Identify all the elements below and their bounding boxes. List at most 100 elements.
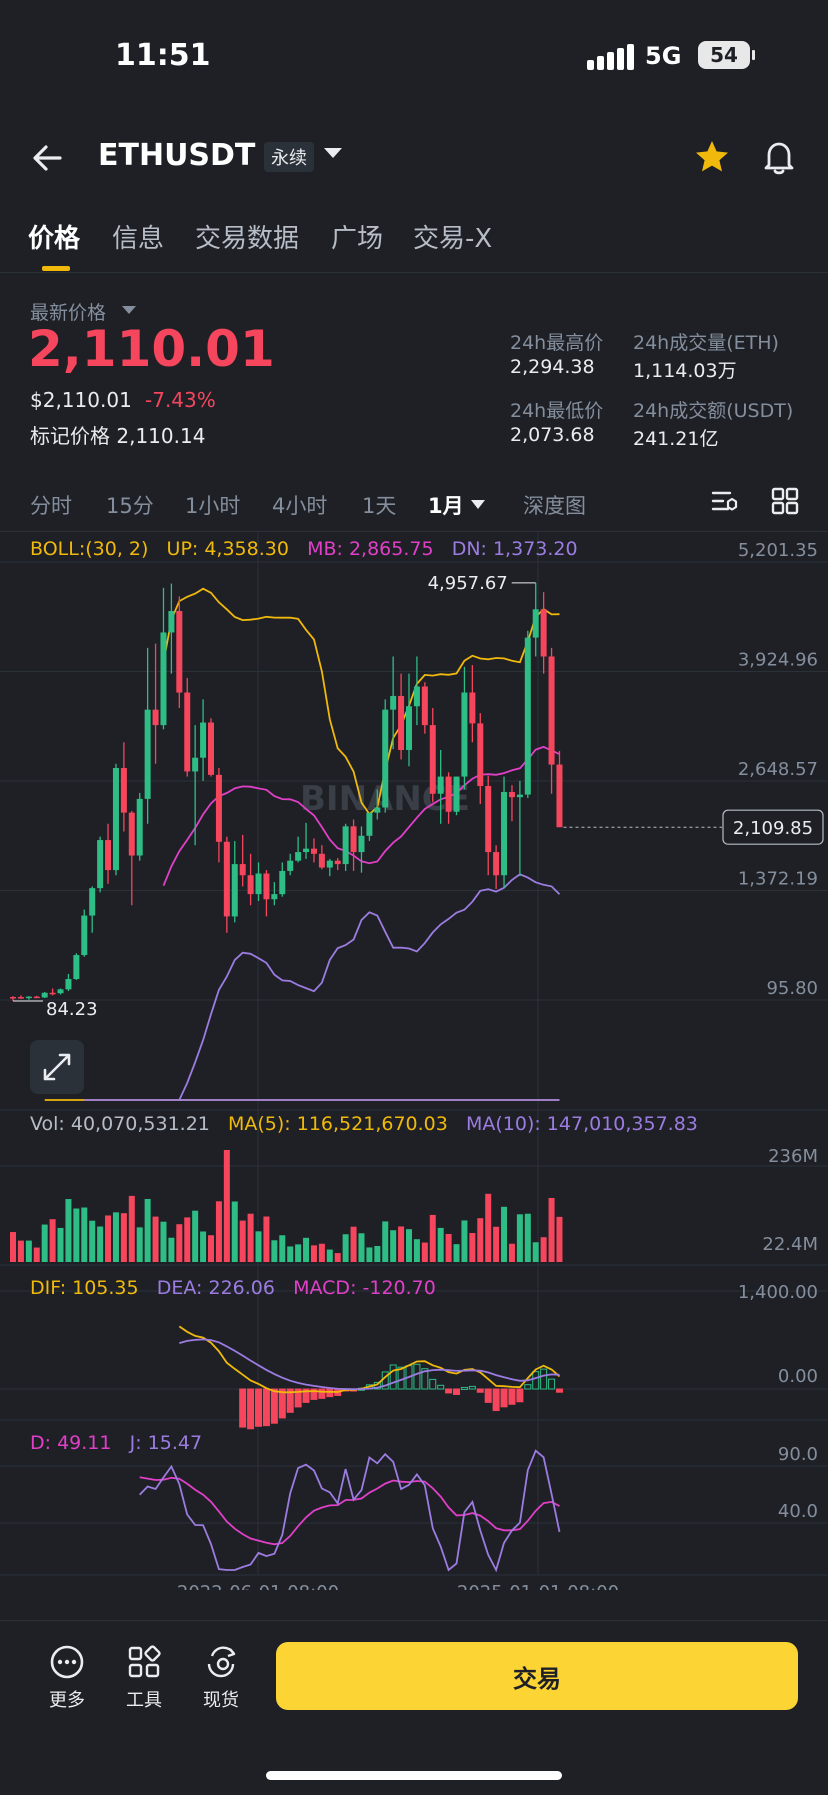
price-axis-tick: 95.80	[766, 978, 818, 999]
macd-histogram-bar	[524, 1384, 532, 1390]
volume-eth-value: 1,114.03万	[633, 360, 737, 382]
fullscreen-button[interactable]	[30, 1040, 84, 1094]
candle-body	[239, 864, 246, 876]
candle-body	[57, 989, 64, 994]
candle-body	[17, 997, 24, 999]
candle-body	[390, 695, 397, 710]
boll-params: BOLL:(30, 2)	[30, 538, 149, 560]
tab-trading-data[interactable]: 交易数据	[195, 224, 300, 254]
interval-1h[interactable]: 1小时	[185, 494, 241, 518]
mark-price-label: 标记价格	[30, 424, 110, 448]
interval-15m[interactable]: 15分	[106, 494, 154, 518]
symbol-title[interactable]: ETHUSDT	[98, 138, 256, 173]
volume-bar	[136, 1227, 143, 1262]
macd-histogram-bar	[278, 1388, 286, 1419]
tab-info[interactable]: 信息	[112, 224, 165, 254]
macd-histogram-bar	[262, 1388, 270, 1427]
volume-bar	[445, 1233, 452, 1262]
kdj-layer	[139, 1449, 561, 1573]
candle-body	[200, 722, 207, 758]
last-price: 2,110.01	[28, 320, 275, 378]
tools-icon	[128, 1645, 161, 1678]
interval-time-sharing[interactable]: 分时	[30, 494, 72, 518]
tools-button[interactable]: 工具	[114, 1644, 174, 1712]
volume-bar	[57, 1227, 64, 1262]
candle-body	[532, 609, 539, 638]
candle-body	[89, 888, 96, 916]
macd-histogram-bar	[500, 1388, 508, 1408]
volume-bar	[556, 1216, 563, 1262]
battery-icon: 54	[698, 41, 755, 69]
layout-grid-icon[interactable]	[770, 486, 800, 516]
volume-bar	[192, 1210, 199, 1262]
tools-label: 工具	[126, 1690, 162, 1711]
volume-bar	[168, 1237, 175, 1262]
candle-body	[192, 757, 199, 772]
candle-body	[73, 955, 80, 980]
candle-body	[445, 776, 452, 812]
macd-histogram-bar	[460, 1386, 468, 1390]
volume-layer	[10, 1099, 563, 1262]
last-price-label[interactable]: 最新价格	[30, 302, 107, 324]
interval-1M[interactable]: 1月	[428, 494, 464, 518]
macd-histogram-bar	[413, 1363, 421, 1390]
candle-body	[255, 873, 262, 895]
volume-bar	[279, 1235, 286, 1262]
high-24h-value: 2,294.38	[510, 356, 595, 378]
price-axis-tick: 2,648.57	[738, 759, 818, 780]
volume-bar	[255, 1231, 262, 1262]
candle-body	[176, 611, 183, 693]
interval-depth-chart[interactable]: 深度图	[523, 494, 586, 518]
macd-histogram-bar	[468, 1385, 476, 1390]
last-price-caret-icon[interactable]	[122, 306, 136, 314]
candle-body	[120, 768, 127, 813]
usd-price: $2,110.01	[30, 388, 132, 412]
volume-bar	[303, 1237, 310, 1262]
volume-bar	[152, 1216, 159, 1262]
volume-bar	[366, 1247, 373, 1262]
bottom-action-bar: 更多 工具 现货 交易	[0, 1630, 828, 1730]
kdj-axis-tick: 90.0	[778, 1444, 818, 1465]
volume-legend: Vol: 40,070,531.21 MA(5): 116,521,670.03…	[30, 1113, 698, 1135]
candle-body	[184, 692, 191, 772]
current-price-tag-label: 2,109.85	[733, 818, 813, 839]
contract-type-badge: 永续	[264, 142, 314, 172]
tab-square[interactable]: 广场	[331, 224, 384, 254]
candle-body	[358, 835, 365, 853]
back-arrow-icon[interactable]	[30, 140, 66, 176]
volume-bar	[453, 1244, 460, 1262]
volume-bar	[49, 1219, 56, 1262]
price-axis-tick: 5,201.35	[738, 540, 818, 561]
tab-price[interactable]: 价格	[28, 224, 81, 254]
candle-body	[33, 996, 40, 999]
interval-more-caret-icon[interactable]	[471, 500, 485, 509]
chart-settings-icon[interactable]	[710, 486, 740, 516]
tab-trade-x[interactable]: 交易-X	[413, 224, 493, 254]
notification-bell-icon[interactable]	[760, 138, 798, 176]
favorite-star-icon[interactable]	[693, 138, 731, 176]
interval-1d[interactable]: 1天	[362, 494, 397, 518]
price-change-percent: -7.43%	[145, 388, 216, 412]
volume-bar	[540, 1237, 547, 1262]
spot-button[interactable]: 现货	[191, 1644, 251, 1712]
macd-histogram-bar	[389, 1364, 397, 1390]
macd-histogram-bar	[255, 1388, 263, 1427]
time-axis-tick: 2025-01-01 08:00	[457, 1582, 619, 1590]
symbol-dropdown-icon[interactable]	[324, 148, 342, 158]
candle-body	[49, 992, 56, 995]
macd-layer	[178, 1325, 563, 1430]
candle-body	[334, 860, 341, 865]
header: ETHUSDT 永续	[0, 130, 828, 186]
candle-body	[160, 632, 167, 726]
macd-histogram-bar	[516, 1388, 524, 1403]
macd-histogram-bar	[445, 1388, 453, 1394]
candle-body	[81, 915, 88, 956]
candle-body	[271, 894, 278, 900]
trade-button[interactable]: 交易	[276, 1642, 798, 1710]
volume-axis-tick: 22.4M	[762, 1234, 818, 1255]
more-button[interactable]: 更多	[37, 1644, 97, 1712]
candle-body	[263, 873, 270, 900]
macd-histogram-bar	[318, 1388, 326, 1399]
interval-4h[interactable]: 4小时	[272, 494, 328, 518]
